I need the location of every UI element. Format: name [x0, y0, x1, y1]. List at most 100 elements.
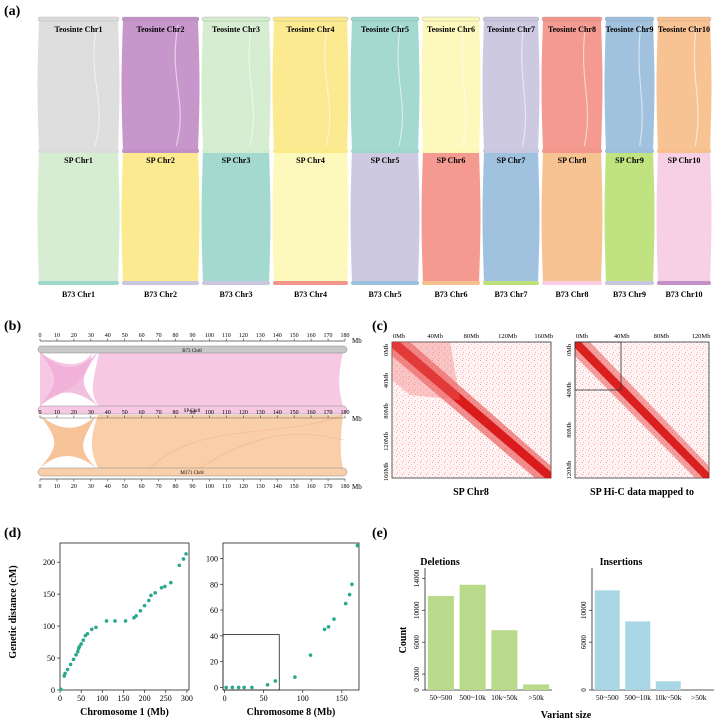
a-label-sp-4: SP Chr4	[296, 156, 325, 165]
b-mid-label-40: 40	[105, 410, 111, 416]
d-right-point-4	[250, 685, 254, 690]
d-left-point-27	[163, 584, 167, 589]
c-left-caption: SP Chr8	[453, 487, 489, 498]
e-ins-ytick-label-0: 0	[580, 688, 588, 692]
b-mid-label-120: 120	[239, 410, 248, 416]
a-label-teosinte-7: Teosinte Chr7	[487, 25, 535, 34]
c-right-top-tick-3: 120Mb	[692, 333, 711, 340]
e-del-bar-3	[523, 684, 550, 690]
b-mid-label-30: 30	[88, 410, 94, 416]
a-label-b73-4: B73 Chr4	[294, 290, 327, 299]
b-bot-label-150: 150	[290, 484, 299, 490]
d-right-point-10	[326, 625, 331, 629]
d-right-point-1	[230, 685, 235, 690]
b-bot-label-160: 160	[307, 484, 316, 490]
c-left-side-tick-4: 160Mb	[383, 463, 390, 482]
a-bar-b73-8	[542, 281, 602, 285]
d-right-point-7	[293, 675, 297, 679]
a-label-sp-2: SP Chr2	[146, 156, 175, 165]
d-left-point-30	[181, 557, 186, 561]
a-label-b73-2: B73 Chr2	[144, 290, 177, 299]
a-bar-b73-9	[605, 281, 654, 285]
a-label-b73-3: B73 Chr3	[219, 290, 252, 299]
a-bar-b73-1	[38, 281, 119, 285]
d-right-point-15	[355, 543, 360, 548]
b-mid-label-0: 0	[39, 410, 42, 416]
d-right-xtick-label-100: 100	[297, 694, 309, 703]
a-bar-teosinte-1	[37, 16, 120, 22]
e-ylabel: Count	[398, 626, 409, 653]
a-bar-sp-1	[38, 149, 119, 153]
panel-label-d: (d)	[4, 526, 21, 541]
a-label-sp-7: SP Chr7	[497, 156, 526, 165]
a-ribbon-upper-4	[272, 20, 349, 151]
c-left-block	[392, 342, 460, 400]
d-left-point-23	[147, 598, 151, 603]
c-left-top-tick-1: 40Mb	[427, 333, 443, 340]
b-bot-label-70: 70	[156, 484, 162, 490]
e-ins-bar-0	[594, 590, 620, 690]
b-top-label-80: 80	[173, 333, 179, 339]
d-ylabel: Genetic distance (cM)	[8, 565, 19, 658]
d-left-point-20	[134, 614, 138, 618]
d-left-xtick-label-150: 150	[117, 694, 129, 703]
b-band-main-top	[92, 352, 344, 406]
c-right-caption: SP Hi-C data mapped to	[590, 487, 694, 498]
a-streak-9	[638, 24, 643, 147]
e-ins-ytick-label-10000: 10000	[580, 601, 588, 619]
a-streak-1	[93, 24, 100, 147]
d-left-point-6	[74, 653, 78, 657]
a-streak-10	[693, 24, 699, 147]
d-right-point-0	[224, 685, 228, 690]
b-label-m371: M371 Chr8	[180, 471, 204, 476]
a-streak-2	[174, 24, 181, 147]
a-label-b73-8: B73 Chr8	[555, 290, 588, 299]
b-mid-label-130: 130	[256, 410, 265, 416]
b-band-main-bot	[91, 415, 343, 468]
e-ins-xtick-label-1: 500~10k	[624, 693, 651, 702]
e-del-ytick-label-14000: 14000	[413, 569, 421, 587]
a-bar-teosinte-2	[121, 16, 200, 22]
b-mid-label-170: 170	[324, 410, 333, 416]
b-bot-label-10: 10	[54, 484, 60, 490]
a-ribbon-upper-2	[121, 20, 200, 151]
a-ribbon-lower-7	[482, 151, 540, 283]
c-left-top-tick-0: 0Mb	[393, 333, 405, 340]
d-left-point-16	[104, 619, 109, 623]
b-top-label-130: 130	[256, 333, 265, 339]
a-streak-7	[521, 24, 527, 147]
b-bot-label-0: 0	[39, 484, 42, 490]
d-right-inset-box	[222, 634, 280, 691]
a-ribbon-lower-4	[272, 151, 349, 283]
c-right-side-tick-3: 120Mb	[566, 461, 573, 480]
b-mid-label-90: 90	[190, 410, 196, 416]
e-ins-bar-1	[625, 621, 651, 690]
d-right-ytick-label-40: 40	[210, 632, 218, 641]
panel-d-genetic-maps: Genetic distance (cM) 0 50 100 150 200 250 300…	[8, 542, 360, 718]
d-left-frame	[59, 542, 190, 691]
c-right-side-tick-1: 40Mb	[566, 382, 573, 398]
a-bar-sp-3	[202, 149, 270, 153]
d-right-point-8	[308, 653, 313, 657]
b-label-b73: B73 Chr8	[182, 349, 202, 354]
d-left-ytick-label-100: 100	[43, 622, 55, 631]
a-bar-b73-3	[202, 281, 270, 285]
b-bot-unit: Mb	[352, 483, 362, 491]
d-left-point-2	[63, 671, 67, 676]
b-top-label-120: 120	[239, 333, 248, 339]
e-ins-bar-2	[655, 681, 681, 690]
a-bar-sp-9	[605, 149, 654, 153]
d-left-point-3	[65, 667, 70, 672]
d-left-point-22	[142, 603, 147, 608]
d-right-plot: 0 50 100 150 0 20 40 60 80 100 Chromosome 8 (Mb)	[206, 542, 360, 718]
d-right-point-2	[236, 685, 241, 690]
b-bot-label-80: 80	[173, 484, 179, 490]
b-top-label-10: 10	[54, 333, 60, 339]
b-band-cross-bot	[40, 415, 96, 468]
b-top-label-60: 60	[139, 333, 145, 339]
d-left-point-25	[153, 591, 157, 595]
a-label-sp-9: SP Chr9	[615, 156, 644, 165]
e-del-ytick-label-6000: 6000	[413, 635, 421, 650]
a-bar-teosinte-4	[272, 16, 349, 22]
c-right-top-tick-2: 80Mb	[654, 333, 670, 340]
